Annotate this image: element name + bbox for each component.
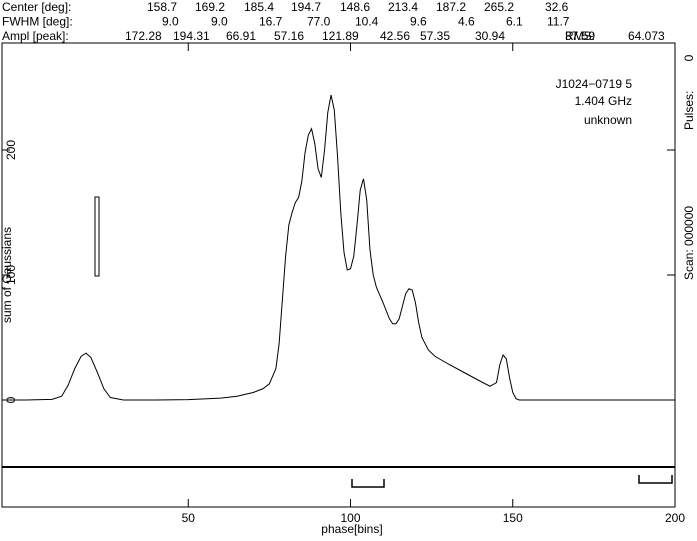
header-value: 77.0 bbox=[307, 15, 331, 29]
rms-label: RMS: bbox=[565, 29, 595, 43]
y-tick-label: 100 bbox=[4, 265, 18, 285]
header-value: 66.91 bbox=[226, 29, 256, 43]
noise-box bbox=[94, 196, 100, 277]
annotation: J1024−0719 5 bbox=[556, 77, 633, 91]
pulses-label: Pulses: bbox=[682, 91, 696, 130]
rms-value: 64.073 bbox=[628, 29, 665, 43]
header-value: 32.6 bbox=[545, 0, 569, 14]
header-value: 4.6 bbox=[458, 15, 475, 29]
header-value: 57.16 bbox=[274, 29, 304, 43]
window-bracket bbox=[351, 479, 385, 488]
header-value: 194.7 bbox=[291, 0, 321, 14]
header-value: 10.4 bbox=[355, 15, 379, 29]
header-value: 194.31 bbox=[173, 29, 210, 43]
x-tick-label: 200 bbox=[665, 511, 685, 525]
header-label: Ampl [peak]: bbox=[2, 29, 69, 43]
plot-frame bbox=[1, 42, 676, 508]
window-bracket bbox=[638, 475, 673, 484]
header-value: 185.4 bbox=[244, 0, 274, 14]
header-value: 11.7 bbox=[547, 15, 570, 29]
header-value: 148.6 bbox=[340, 0, 370, 14]
header-value: 42.56 bbox=[380, 29, 410, 43]
header-label: FWHM [deg]: bbox=[2, 15, 73, 29]
header-value: 6.1 bbox=[506, 15, 523, 29]
header-value: 9.6 bbox=[410, 15, 427, 29]
annotation: 1.404 GHz bbox=[575, 94, 632, 108]
header-value: 9.0 bbox=[162, 15, 179, 29]
header-value: 9.0 bbox=[211, 15, 228, 29]
header-value: 37.59 bbox=[565, 29, 595, 43]
header-value: 16.7 bbox=[259, 15, 283, 29]
x-axis-label: phase[bins] bbox=[321, 522, 382, 536]
header-value: 187.2 bbox=[436, 0, 466, 14]
header-value: 172.28 bbox=[125, 29, 162, 43]
scan-label: Scan: 000000 bbox=[682, 206, 696, 280]
y-tick-label: 200 bbox=[4, 140, 18, 160]
header-label: Center [deg]: bbox=[2, 0, 71, 14]
profile-line bbox=[3, 94, 675, 401]
pulses-value: 0 bbox=[682, 54, 696, 61]
header-value: 121.89 bbox=[322, 29, 359, 43]
header-value: 158.7 bbox=[147, 0, 177, 14]
header-value: 57.35 bbox=[420, 29, 450, 43]
x-tick-label: 50 bbox=[182, 511, 196, 525]
header-value: 265.2 bbox=[484, 0, 514, 14]
x-tick-label: 150 bbox=[503, 511, 523, 525]
x-tick-label: 100 bbox=[340, 511, 360, 525]
header-value: 30.94 bbox=[475, 29, 505, 43]
header-value: 213.4 bbox=[388, 0, 418, 14]
annotation: unknown bbox=[584, 113, 632, 127]
header-value: 169.2 bbox=[195, 0, 225, 14]
